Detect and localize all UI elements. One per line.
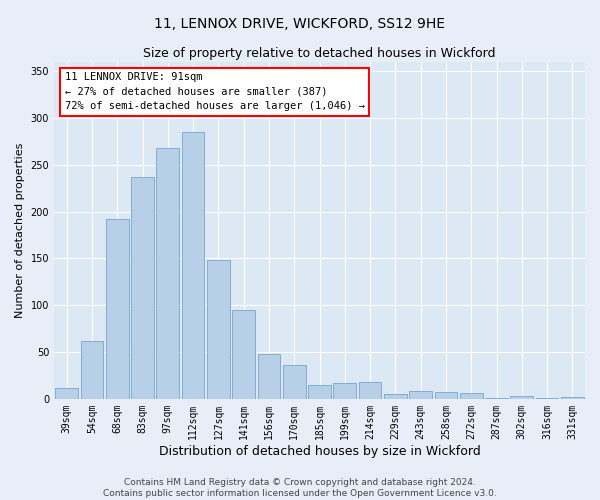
Bar (182, 132, 205, 399)
Bar (409, 392, 432, 399)
Bar (359, 382, 382, 399)
Bar (536, 398, 559, 399)
Bar (106, 219, 128, 399)
Bar (131, 177, 154, 399)
Bar (485, 398, 508, 399)
Text: 11, LENNOX DRIVE, WICKFORD, SS12 9HE: 11, LENNOX DRIVE, WICKFORD, SS12 9HE (155, 18, 445, 32)
Bar (334, 383, 356, 399)
Bar (207, 260, 230, 399)
X-axis label: Distribution of detached houses by size in Wickford: Distribution of detached houses by size … (158, 444, 481, 458)
Bar (434, 392, 457, 399)
Bar (80, 341, 103, 399)
Bar (561, 397, 584, 399)
Bar (55, 388, 78, 399)
Bar (511, 396, 533, 399)
Bar (257, 354, 280, 399)
Bar (283, 365, 305, 399)
Bar (308, 385, 331, 399)
Bar (157, 148, 179, 399)
Text: Contains HM Land Registry data © Crown copyright and database right 2024.
Contai: Contains HM Land Registry data © Crown c… (103, 478, 497, 498)
Y-axis label: Number of detached properties: Number of detached properties (15, 142, 25, 318)
Text: 11 LENNOX DRIVE: 91sqm
← 27% of detached houses are smaller (387)
72% of semi-de: 11 LENNOX DRIVE: 91sqm ← 27% of detached… (65, 72, 365, 112)
Bar (460, 393, 482, 399)
Bar (232, 310, 255, 399)
Title: Size of property relative to detached houses in Wickford: Size of property relative to detached ho… (143, 48, 496, 60)
Bar (384, 394, 407, 399)
